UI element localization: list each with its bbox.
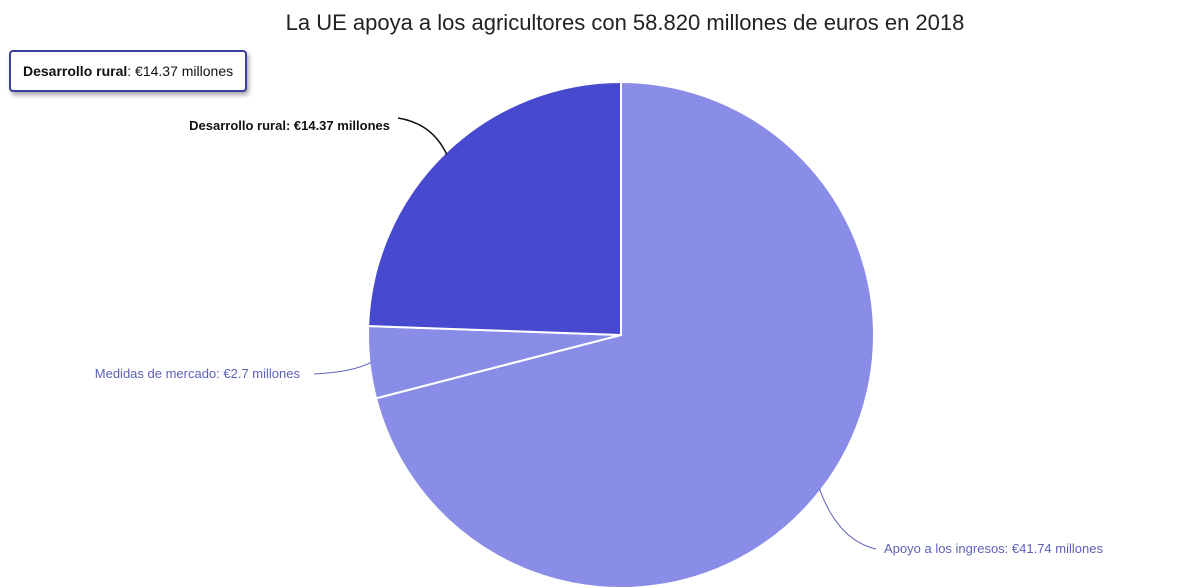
- chart-title: La UE apoya a los agricultores con 58.82…: [285, 10, 965, 35]
- connector-medidas-de-mercado: [313, 361, 372, 375]
- connector-apoyo-a-los-ingresos: [818, 488, 877, 550]
- pie-slice-apoyo-a-los-ingresos[interactable]: [374, 80, 875, 588]
- tooltip-value: €14.37 millones: [135, 63, 234, 79]
- slice-tooltip: Desarrollo rural: €14.37 millones: [9, 50, 248, 92]
- tooltip-slice-name: Desarrollo rural: [23, 63, 128, 79]
- slice-labels: Apoyo a los ingresos: €41.74 millones Med…: [95, 118, 1104, 556]
- connector-desarrollo-rural: [397, 117, 448, 155]
- pie-slices[interactable]: [367, 80, 875, 588]
- slice-label-apoyo-a-los-ingresos: Apoyo a los ingresos: €41.74 millones: [884, 541, 1103, 556]
- slice-label-medidas-de-mercado: Medidas de mercado: €2.7 millones: [95, 366, 301, 381]
- label-connectors: [313, 117, 877, 550]
- slice-label-desarrollo-rural: Desarrollo rural: €14.37 millones: [189, 118, 390, 133]
- tooltip-separator: :: [127, 63, 136, 79]
